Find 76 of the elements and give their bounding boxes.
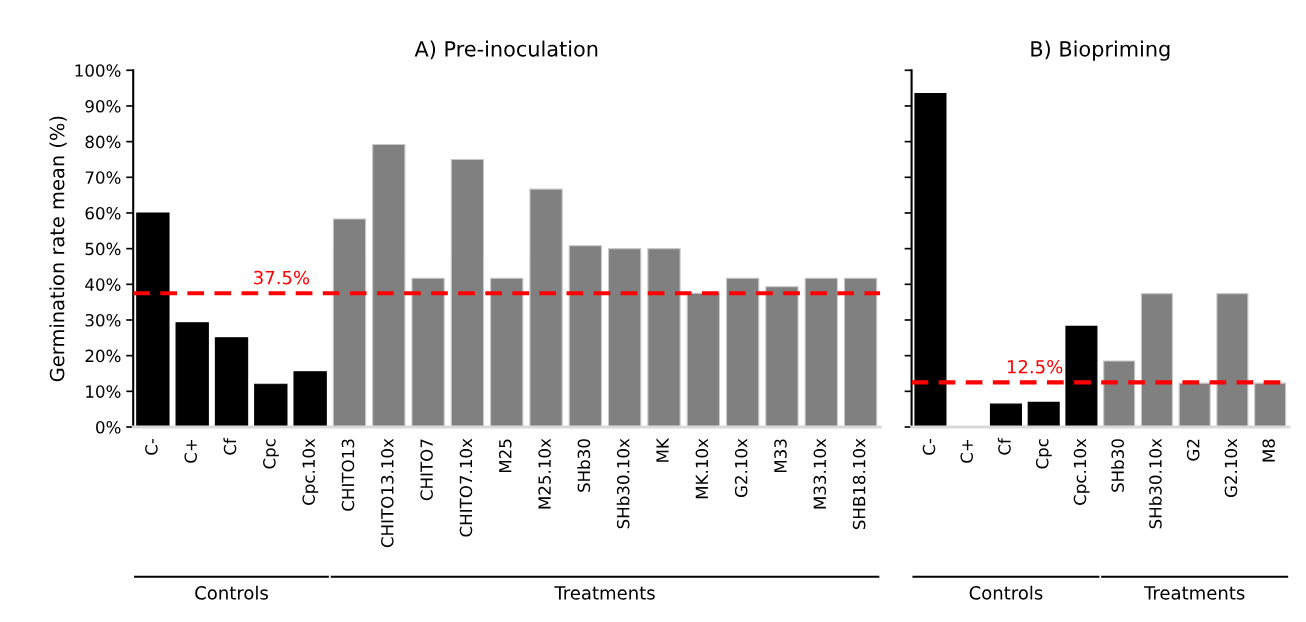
bar (989, 403, 1022, 427)
x-tick-label: C- (922, 438, 936, 455)
bar (1178, 382, 1211, 427)
x-tick-label: SHb30 (577, 439, 591, 492)
bar (1216, 293, 1249, 427)
x-tick-label: SHB18.10x (852, 438, 866, 530)
bar (1027, 401, 1060, 427)
x-tick-label: Cf (223, 437, 237, 455)
x-tick-label: Cf (997, 437, 1011, 455)
chart-title: A) Pre-inoculation (414, 40, 598, 60)
x-tick-label: G2 (1186, 439, 1200, 461)
bar (372, 143, 406, 427)
bar (608, 248, 642, 427)
chart-title: B) Biopriming (1031, 40, 1170, 61)
x-tick-label: Cpc (263, 439, 279, 469)
x-tick-label: SHb30.10x (616, 438, 630, 529)
x-tick-label: C- (145, 438, 158, 455)
y-tick-label: 0% (96, 420, 121, 434)
y-tick-label: 70% (85, 171, 121, 184)
x-tick-label: MK.10x (695, 438, 709, 499)
x-tick-label: MK (656, 437, 669, 462)
bar (765, 286, 799, 427)
x-tick-label: Cpc (1035, 439, 1052, 469)
text: Treatments (554, 586, 655, 600)
x-tick-label: G2.10x (1224, 438, 1238, 498)
y-tick-label: 30% (85, 313, 121, 327)
y-tick-label: 50% (85, 242, 121, 256)
ref-line-label: 12.5% (1007, 359, 1063, 374)
y-tick-label: 10% (86, 385, 121, 398)
x-tick-label: SHb30.10x (1148, 438, 1162, 529)
bar (686, 292, 720, 427)
bar (647, 248, 681, 427)
x-tick-label: M33.10x (813, 438, 827, 509)
bar (490, 277, 524, 427)
x-tick-label: M8 (1262, 439, 1275, 462)
bar (725, 277, 760, 427)
x-tick-label: C+ (184, 439, 198, 463)
ref-line-label: 37.5% (254, 270, 310, 285)
bar (843, 277, 878, 427)
text: Controls (969, 585, 1043, 600)
x-tick-label: G2.10x (734, 438, 748, 498)
y-tick-label: 60% (85, 206, 121, 220)
bar (1103, 360, 1136, 427)
bar (136, 212, 170, 427)
bar (450, 158, 485, 427)
bar (529, 188, 563, 427)
bar (254, 383, 288, 427)
bar (804, 277, 838, 427)
y-tick-label: 20% (85, 349, 121, 363)
x-tick-label: CHITO7.10x (459, 438, 473, 537)
x-tick-label: Cpc.10x (1073, 438, 1090, 505)
text: Treatments (1143, 586, 1245, 600)
bar (293, 371, 327, 427)
bar (1065, 325, 1098, 427)
x-tick-label: C+ (960, 439, 974, 463)
x-tick-label: M25 (498, 439, 512, 473)
bar (411, 277, 445, 427)
x-tick-label: CHITO13.10x (381, 438, 394, 548)
x-tick-label: SHb30 (1111, 439, 1125, 492)
y-tick-label: 80% (85, 135, 121, 149)
x-tick-label: CHITO7 (420, 439, 433, 501)
bar (214, 337, 249, 427)
x-tick-label: CHITO13 (341, 439, 355, 511)
x-tick-label: M33 (774, 439, 787, 473)
text: Controls (195, 585, 268, 600)
bar (1140, 293, 1173, 427)
bar (175, 322, 209, 427)
y-tick-label: 90% (85, 99, 121, 113)
x-tick-label: M25.10x (538, 438, 551, 509)
x-tick-label: Cpc.10x (302, 438, 319, 505)
bar (568, 245, 603, 427)
bar (1254, 382, 1287, 427)
bar (332, 218, 367, 427)
y-axis-title: Germination rate mean (%) (49, 116, 67, 382)
y-tick-label: 40% (85, 278, 121, 291)
y-tick-label: 100% (75, 64, 121, 77)
